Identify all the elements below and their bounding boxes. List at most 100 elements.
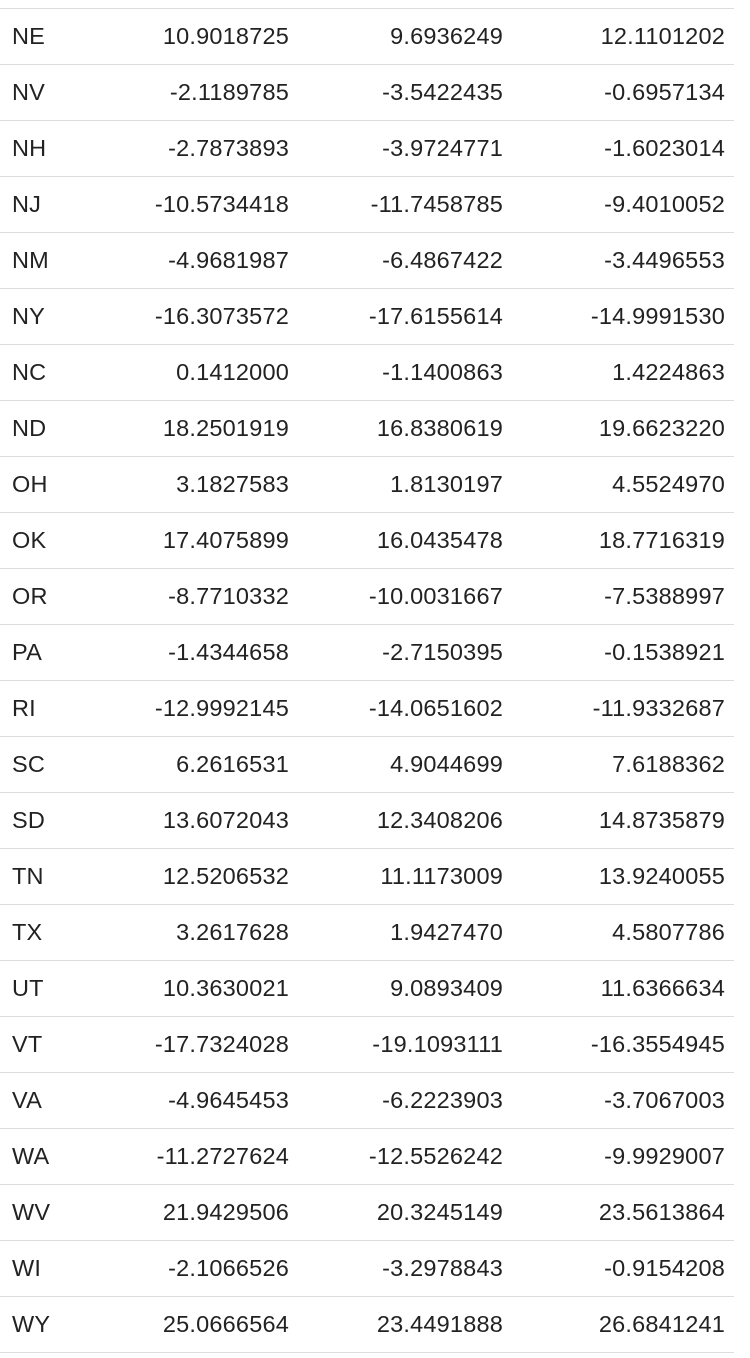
value-cell: -3.4496553 [512, 232, 734, 289]
table-row: WY 25.0666564 23.4491888 26.6841241 [0, 1296, 734, 1353]
value-cell: -9.9929007 [512, 1128, 734, 1185]
value-cell: 19.6623220 [512, 400, 734, 457]
value-cell: -17.6155614 [298, 288, 512, 345]
value-cell: -7.5388997 [512, 568, 734, 625]
value-cell: -9.4010052 [512, 176, 734, 233]
state-cell: WV [0, 1184, 84, 1241]
value-cell: -8.7710332 [84, 568, 298, 625]
value-cell: 4.9044699 [298, 736, 512, 793]
table-row: TN 12.5206532 11.1173009 13.9240055 [0, 848, 734, 905]
state-cell: WI [0, 1240, 84, 1297]
value-cell: -11.7458785 [298, 176, 512, 233]
value-cell: -16.3554945 [512, 1016, 734, 1073]
state-cell: NV [0, 64, 84, 121]
value-cell: 6.2616531 [84, 736, 298, 793]
state-cell: SC [0, 736, 84, 793]
value-cell: 9.0893409 [298, 960, 512, 1017]
value-cell: -6.4867422 [298, 232, 512, 289]
table-row: SC 6.2616531 4.9044699 7.6188362 [0, 736, 734, 793]
value-cell: -16.3073572 [84, 288, 298, 345]
table-row: TX 3.2617628 1.9427470 4.5807786 [0, 904, 734, 961]
table-row: VT -17.7324028 -19.1093111 -16.3554945 [0, 1016, 734, 1073]
value-cell: 10.3630021 [84, 960, 298, 1017]
value-cell: -14.0651602 [298, 680, 512, 737]
table-row: WA -11.2727624 -12.5526242 -9.9929007 [0, 1128, 734, 1185]
value-cell: 4.5807786 [512, 904, 734, 961]
value-cell: -1.6023014 [512, 120, 734, 177]
value-cell: 1.8130197 [298, 456, 512, 513]
state-cell: OH [0, 456, 84, 513]
state-cell: OK [0, 512, 84, 569]
value-cell: -3.5422435 [298, 64, 512, 121]
state-cell: NY [0, 288, 84, 345]
value-cell: 11.1173009 [298, 848, 512, 905]
state-cell: UT [0, 960, 84, 1017]
table-row: UT 10.3630021 9.0893409 11.6366634 [0, 960, 734, 1017]
value-cell: 21.9429506 [84, 1184, 298, 1241]
value-cell: -10.5734418 [84, 176, 298, 233]
value-cell: -3.2978843 [298, 1240, 512, 1297]
value-cell: 13.9240055 [512, 848, 734, 905]
value-cell: -2.1066526 [84, 1240, 298, 1297]
value-cell: -0.6957134 [512, 64, 734, 121]
value-cell: 11.6366634 [512, 960, 734, 1017]
value-cell: 25.0666564 [84, 1296, 298, 1353]
value-cell: 12.1101202 [512, 8, 734, 65]
value-cell: 17.4075899 [84, 512, 298, 569]
table-row: RI -12.9992145 -14.0651602 -11.9332687 [0, 680, 734, 737]
value-cell: 4.5524970 [512, 456, 734, 513]
value-cell: -1.1400863 [298, 344, 512, 401]
value-cell: -10.0031667 [298, 568, 512, 625]
table-row: OH 3.1827583 1.8130197 4.5524970 [0, 456, 734, 513]
value-cell: -17.7324028 [84, 1016, 298, 1073]
table-row: OR -8.7710332 -10.0031667 -7.5388997 [0, 568, 734, 625]
state-cell: SD [0, 792, 84, 849]
value-cell: 14.8735879 [512, 792, 734, 849]
table-row: NV -2.1189785 -3.5422435 -0.6957134 [0, 64, 734, 121]
state-cell: VT [0, 1016, 84, 1073]
state-cell: NH [0, 120, 84, 177]
table-row: NJ -10.5734418 -11.7458785 -9.4010052 [0, 176, 734, 233]
state-cell: RI [0, 680, 84, 737]
state-cell: OR [0, 568, 84, 625]
table-row: WV 21.9429506 20.3245149 23.5613864 [0, 1184, 734, 1241]
table-row: NY -16.3073572 -17.6155614 -14.9991530 [0, 288, 734, 345]
value-cell: 18.2501919 [84, 400, 298, 457]
value-cell: 12.5206532 [84, 848, 298, 905]
value-cell: -14.9991530 [512, 288, 734, 345]
value-cell: 23.4491888 [298, 1296, 512, 1353]
state-cell: WY [0, 1296, 84, 1353]
table-row: NH -2.7873893 -3.9724771 -1.6023014 [0, 120, 734, 177]
table-row: NE 10.9018725 9.6936249 12.1101202 [0, 8, 734, 65]
value-cell: 18.7716319 [512, 512, 734, 569]
table-row: NM -4.9681987 -6.4867422 -3.4496553 [0, 232, 734, 289]
table-row: VA -4.9645453 -6.2223903 -3.7067003 [0, 1072, 734, 1129]
state-cell: ND [0, 400, 84, 457]
state-cell: WA [0, 1128, 84, 1185]
value-cell: 23.5613864 [512, 1184, 734, 1241]
state-cell: NM [0, 232, 84, 289]
value-cell: -6.2223903 [298, 1072, 512, 1129]
value-cell: 13.6072043 [84, 792, 298, 849]
value-cell: 16.8380619 [298, 400, 512, 457]
value-cell: -1.4344658 [84, 624, 298, 681]
value-cell: -2.1189785 [84, 64, 298, 121]
value-cell: 1.4224863 [512, 344, 734, 401]
state-cell: PA [0, 624, 84, 681]
value-cell: 7.6188362 [512, 736, 734, 793]
value-cell: -11.2727624 [84, 1128, 298, 1185]
value-cell: -12.5526242 [298, 1128, 512, 1185]
value-cell: 20.3245149 [298, 1184, 512, 1241]
value-cell: 3.1827583 [84, 456, 298, 513]
table-row: NC 0.1412000 -1.1400863 1.4224863 [0, 344, 734, 401]
value-cell: 9.6936249 [298, 8, 512, 65]
value-cell: -0.9154208 [512, 1240, 734, 1297]
table-row: WI -2.1066526 -3.2978843 -0.9154208 [0, 1240, 734, 1297]
table-row: SD 13.6072043 12.3408206 14.8735879 [0, 792, 734, 849]
table-row: OK 17.4075899 16.0435478 18.7716319 [0, 512, 734, 569]
state-cell: TN [0, 848, 84, 905]
value-cell: -0.1538921 [512, 624, 734, 681]
value-cell: 10.9018725 [84, 8, 298, 65]
state-cell: NJ [0, 176, 84, 233]
